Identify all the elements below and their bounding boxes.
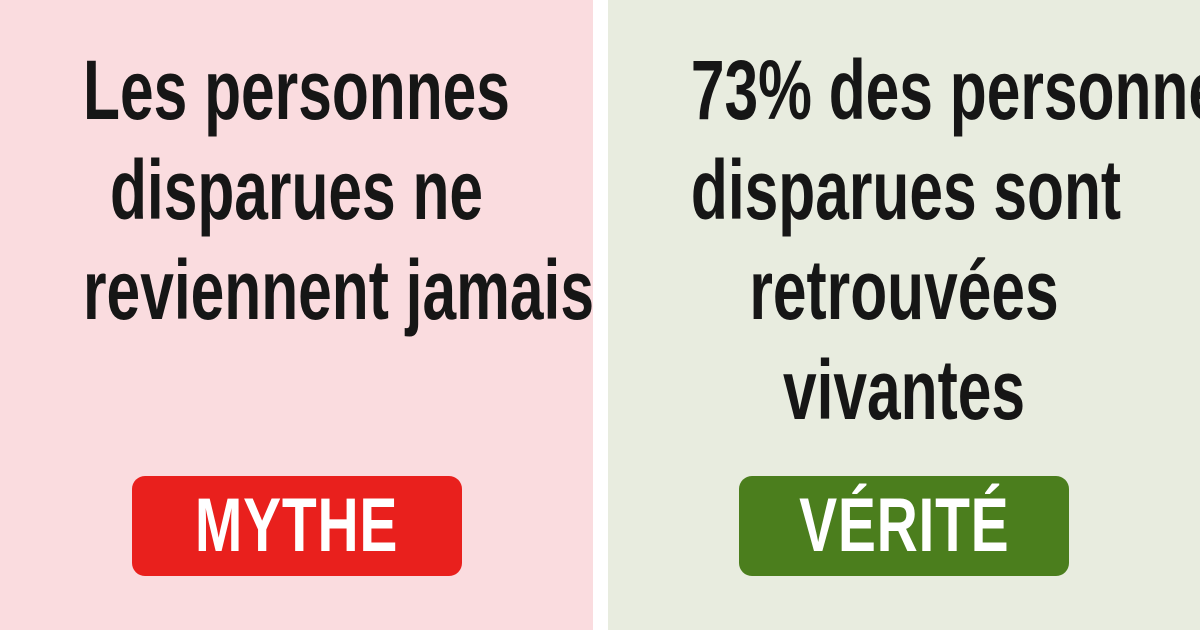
myth-badge-label: MYTHE <box>194 483 399 568</box>
truth-statement-line-4: vivantes <box>782 343 1026 437</box>
myth-badge: MYTHE <box>131 476 462 576</box>
myth-statement-line-3: reviennent jamais <box>83 243 593 337</box>
truth-statement-line-2: disparues sont <box>690 143 1122 237</box>
truth-statement-line-1: 73% des personnes <box>690 43 1200 137</box>
myth-statement-line-1: Les personnes <box>83 43 510 137</box>
truth-badge-label: VÉRITÉ <box>798 483 1010 568</box>
myth-panel: Les personnes disparues ne reviennent ja… <box>0 0 593 630</box>
truth-statement-line-3: retrouvées <box>749 243 1059 337</box>
myth-statement: Les personnes disparues ne reviennent ja… <box>83 40 593 340</box>
myth-statement-line-2: disparues ne <box>109 143 484 237</box>
panel-divider <box>593 0 608 630</box>
truth-panel: 73% des personnes disparues sont retrouv… <box>608 0 1200 630</box>
truth-badge: VÉRITÉ <box>739 476 1069 576</box>
truth-statement: 73% des personnes disparues sont retrouv… <box>690 40 1200 440</box>
